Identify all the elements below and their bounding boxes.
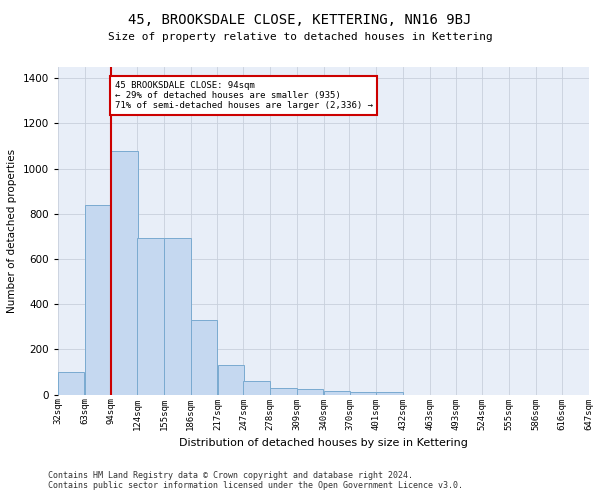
Bar: [376, 392, 403, 394]
Bar: [270, 388, 297, 394]
Bar: [112, 150, 138, 394]
Bar: [324, 390, 350, 394]
Bar: [164, 238, 191, 394]
Text: Contains HM Land Registry data © Crown copyright and database right 2024.: Contains HM Land Registry data © Crown c…: [48, 471, 413, 480]
Bar: [85, 205, 111, 394]
Bar: [137, 238, 164, 394]
Bar: [218, 366, 244, 394]
Bar: [350, 392, 376, 394]
Bar: [297, 389, 323, 394]
Bar: [191, 320, 217, 394]
Text: Size of property relative to detached houses in Kettering: Size of property relative to detached ho…: [107, 32, 493, 42]
Text: 45, BROOKSDALE CLOSE, KETTERING, NN16 9BJ: 45, BROOKSDALE CLOSE, KETTERING, NN16 9B…: [128, 12, 472, 26]
Bar: [58, 372, 85, 394]
Text: 45 BROOKSDALE CLOSE: 94sqm
← 29% of detached houses are smaller (935)
71% of sem: 45 BROOKSDALE CLOSE: 94sqm ← 29% of deta…: [115, 80, 373, 110]
Y-axis label: Number of detached properties: Number of detached properties: [7, 149, 17, 313]
Bar: [244, 381, 270, 394]
X-axis label: Distribution of detached houses by size in Kettering: Distribution of detached houses by size …: [179, 438, 467, 448]
Text: Contains public sector information licensed under the Open Government Licence v3: Contains public sector information licen…: [48, 481, 463, 490]
